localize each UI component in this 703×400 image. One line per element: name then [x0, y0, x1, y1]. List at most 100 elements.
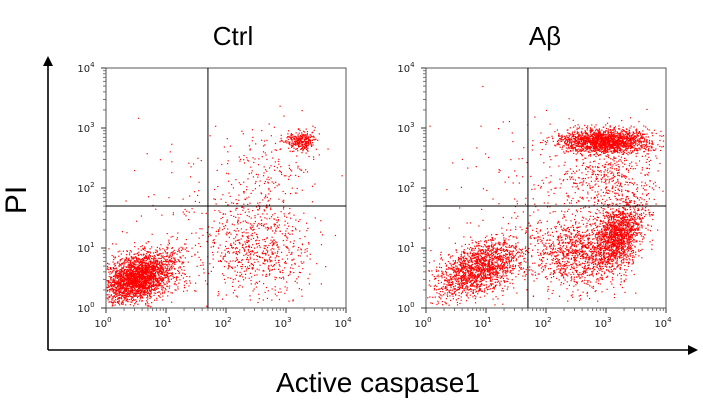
scatter-point	[444, 301, 446, 303]
scatter-point	[188, 285, 190, 287]
scatter-point	[274, 187, 276, 189]
scatter-point	[244, 273, 247, 275]
scatter-point	[144, 289, 146, 292]
scatter-point	[228, 192, 230, 194]
scatter-point	[157, 254, 159, 257]
scatter-point	[197, 251, 199, 253]
scatter-point	[301, 110, 303, 112]
scatter-point	[171, 172, 173, 174]
scatter-point	[192, 163, 195, 165]
scatter-point	[253, 258, 255, 261]
scatter-point	[148, 267, 150, 269]
scatter-point	[259, 246, 261, 248]
scatter-point	[116, 280, 118, 282]
scatter-point	[162, 263, 164, 265]
scatter-point	[157, 266, 159, 268]
scatter-point	[444, 279, 446, 281]
scatter-point	[114, 278, 116, 280]
scatter-point	[227, 277, 229, 279]
scatter-point	[511, 253, 514, 255]
scatter-point	[113, 279, 115, 281]
scatter-point	[299, 237, 301, 240]
scatter-point	[172, 253, 174, 255]
scatter-point	[499, 249, 501, 252]
scatter-point	[439, 266, 441, 268]
scatter-point	[450, 285, 452, 287]
scatter-point	[194, 290, 196, 292]
scatter-point	[246, 241, 248, 243]
scatter-point	[120, 258, 122, 261]
scatter-point	[543, 244, 545, 246]
scatter-point	[167, 285, 169, 288]
scatter-point	[150, 306, 152, 308]
scatter-point	[287, 274, 289, 277]
scatter-point	[464, 251, 466, 254]
scatter-point	[468, 281, 470, 283]
scatter-point	[127, 300, 129, 303]
scatter-point	[125, 299, 127, 301]
scatter-point	[186, 250, 188, 252]
scatter-point	[488, 273, 491, 275]
scatter-point	[118, 297, 120, 299]
scatter-point	[119, 291, 121, 293]
scatter-point	[502, 243, 504, 245]
scatter-point	[190, 166, 192, 168]
scatter-point	[150, 291, 152, 293]
scatter-point	[115, 272, 117, 274]
scatter-point	[112, 288, 114, 290]
scatter-point	[264, 152, 266, 154]
scatter-point	[252, 265, 255, 267]
scatter-point	[166, 263, 168, 266]
scatter-point	[159, 269, 161, 271]
scatter-point	[266, 196, 268, 199]
scatter-point	[304, 144, 306, 146]
scatter-point	[263, 245, 265, 247]
scatter-point	[173, 261, 175, 263]
scatter-point	[489, 272, 492, 274]
scatter-point	[457, 286, 459, 288]
scatter-point	[149, 282, 151, 284]
scatter-point	[130, 293, 132, 295]
scatter-point	[130, 251, 133, 253]
scatter-point	[271, 252, 273, 254]
scatter-point	[223, 227, 225, 229]
scatter-point	[154, 277, 156, 280]
scatter-point	[280, 139, 282, 141]
scatter-point	[202, 234, 204, 236]
y-tick-label: 103	[77, 121, 94, 135]
scatter-point	[137, 270, 139, 272]
scatter-point	[233, 215, 235, 217]
scatter-point	[450, 263, 452, 265]
scatter-point	[198, 237, 200, 239]
scatter-point	[476, 283, 479, 285]
scatter-point	[297, 165, 299, 167]
scatter-point	[142, 279, 144, 281]
scatter-point	[226, 261, 228, 263]
scatter-point	[295, 174, 297, 177]
scatter-point	[488, 285, 491, 287]
scatter-point	[134, 278, 137, 281]
scatter-point	[141, 295, 143, 298]
scatter-point	[503, 262, 505, 264]
scatter-point	[141, 277, 143, 279]
scatter-point	[227, 247, 229, 249]
scatter-point	[174, 261, 176, 263]
scatter-point	[258, 207, 261, 210]
scatter-point	[219, 222, 221, 224]
scatter-point	[469, 256, 472, 259]
scatter-point	[137, 254, 139, 256]
scatter-point	[275, 230, 277, 232]
scatter-point	[150, 290, 152, 292]
scatter-point	[198, 201, 201, 204]
scatter-point	[113, 258, 115, 261]
scatter-point	[135, 256, 137, 258]
scatter-point	[127, 286, 129, 288]
scatter-point	[115, 286, 118, 289]
scatter-point	[290, 217, 292, 219]
scatter-point	[313, 135, 315, 137]
scatter-point	[172, 265, 174, 267]
scatter-point	[452, 260, 454, 262]
scatter-point	[144, 271, 146, 273]
scatter-point	[123, 261, 125, 263]
scatter-point	[481, 279, 483, 281]
